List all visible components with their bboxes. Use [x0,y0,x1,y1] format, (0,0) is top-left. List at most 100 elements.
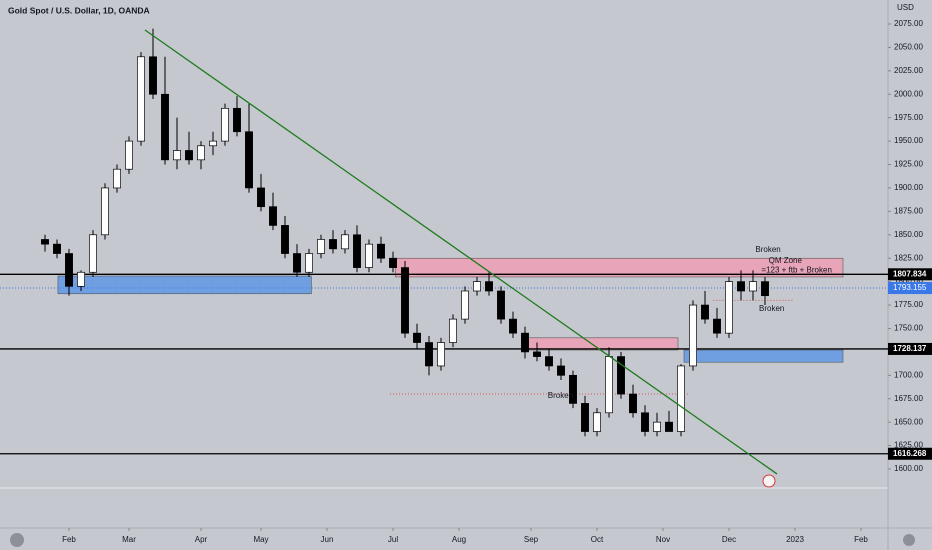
logo-icon[interactable] [10,533,24,547]
candle-body [593,412,601,432]
last-price-box [888,282,932,295]
candle-body [389,257,397,268]
candle-body [293,253,301,273]
candle-body [545,356,553,367]
y-tick-label: 1975.00 [894,113,923,122]
candle-body [509,318,517,334]
y-tick-label: 1925.00 [894,160,923,169]
x-tick-label: Feb [62,535,76,544]
x-tick-label: Jul [388,535,398,544]
trendline [144,29,778,475]
candle-body [485,281,493,292]
y-tick-label: 1850.00 [894,230,923,239]
zone [683,349,844,363]
y-tick-label: 2000.00 [894,89,923,98]
candle-body [149,56,157,95]
level-box [888,268,932,281]
y-tick-label: 1875.00 [894,206,923,215]
candle-body [41,239,49,245]
annotation: QM Zone [769,256,803,265]
candle-body [125,140,133,170]
level-label: 1807.834 [893,269,927,278]
candle-body [113,168,121,189]
x-tick-label: Dec [722,535,736,544]
x-tick-label: May [253,535,268,544]
y-tick-label: 1950.00 [894,136,923,145]
y-tick-label: 1675.00 [894,394,923,403]
candle-body [101,187,109,236]
x-tick-label: Nov [656,535,670,544]
annotation: Broken [548,391,573,400]
candle-body [173,150,181,161]
level-label: 1616.268 [893,449,927,458]
currency-label: USD [897,3,914,12]
candle-body [185,150,193,161]
candle-body [653,421,661,432]
candle-body [749,281,757,292]
candle-body [245,131,253,189]
event-icon[interactable] [762,474,776,488]
candle-body [65,253,73,287]
candle-body [581,403,589,432]
candle-body [269,206,277,226]
x-tick-label: Apr [195,535,208,544]
candle-body [497,290,505,320]
candle-body [317,239,325,254]
y-tick-label: 1825.00 [894,253,923,262]
y-tick-label: 2075.00 [894,19,923,28]
candle-body [197,145,205,161]
candle-body [569,374,577,404]
candle-body [233,107,241,133]
candle-body [401,267,409,334]
candle-body [137,56,145,142]
candle-body [533,351,541,357]
last-price-label: 1793.155 [893,283,927,292]
y-tick-label: 1700.00 [894,370,923,379]
level-box [888,342,932,355]
candle-body [761,281,769,297]
y-tick-label: 1750.00 [894,324,923,333]
y-tick-label: 1600.00 [894,464,923,473]
candle-body [629,393,637,414]
y-tick-label: 1650.00 [894,417,923,426]
level-box [888,447,932,460]
candle-body [617,356,625,395]
x-tick-label: Feb [854,535,868,544]
candle-body [677,365,685,432]
candle-body [689,304,697,367]
candle-body [365,243,373,268]
candle-body [329,239,337,250]
y-tick-label: 1800.00 [894,277,923,286]
annotation: Broken [755,245,780,254]
zone [521,337,679,351]
candle-body [341,234,349,250]
candle-body [413,332,421,343]
candle-body [353,234,361,268]
annotation: Broken [759,304,784,313]
candle-body [377,243,385,259]
candle-body [257,187,265,208]
candle-body [557,365,565,376]
y-tick-label: 2050.00 [894,43,923,52]
candle-body [737,281,745,292]
candle-body [665,421,673,432]
candle-body [713,318,721,334]
candle-body [461,290,469,320]
x-tick-label: Mar [122,535,136,544]
candle-body [89,234,97,273]
candle-body [701,304,709,320]
x-tick-label: 2023 [786,535,804,544]
y-tick-label: 2025.00 [894,66,923,75]
candle-body [449,318,457,343]
candle-body [605,356,613,414]
chart-title: Gold Spot / U.S. Dollar, 1D, OANDA [8,5,150,15]
x-tick-label: Oct [591,535,604,544]
candle-body [521,332,529,353]
settings-icon[interactable] [903,534,915,546]
candle-body [281,225,289,254]
candle-body [473,281,481,292]
candle-body [77,271,85,287]
candle-body [425,342,433,367]
